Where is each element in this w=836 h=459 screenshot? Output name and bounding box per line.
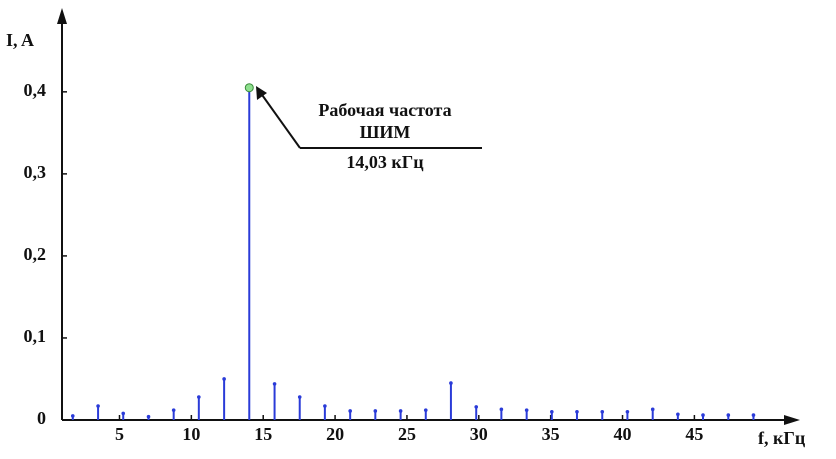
y-axis-arrow <box>57 8 67 24</box>
stem-marker <box>121 411 126 416</box>
y-axis-label: I, A <box>6 30 34 50</box>
stem-marker <box>449 381 453 385</box>
annotation-arrowhead <box>256 86 267 100</box>
x-tick-label: 40 <box>614 424 632 444</box>
stem-marker <box>146 414 151 419</box>
y-tick-label: 0,2 <box>24 244 47 264</box>
stem-marker <box>373 409 378 413</box>
x-tick-label: 15 <box>254 424 272 444</box>
y-tick-label: 0,3 <box>24 162 47 182</box>
stem-marker <box>398 409 403 413</box>
stem-marker <box>524 408 529 412</box>
stem-marker <box>348 409 352 413</box>
stem-marker <box>474 405 479 409</box>
stem-marker <box>550 409 554 414</box>
x-tick-label: 45 <box>685 424 703 444</box>
stem-marker <box>423 408 428 412</box>
x-tick-label: 20 <box>326 424 344 444</box>
x-tick-label: 35 <box>542 424 560 444</box>
y-tick-label: 0,4 <box>24 80 47 100</box>
x-tick-label: 30 <box>470 424 488 444</box>
stem-marker <box>600 409 605 414</box>
stem-marker <box>297 395 302 399</box>
x-tick-label: 5 <box>115 424 124 444</box>
stem-marker <box>701 413 705 417</box>
stem-marker <box>625 409 630 414</box>
stem-marker <box>726 413 731 417</box>
annotation-text: 14,03 кГц <box>346 152 424 172</box>
stem-marker <box>222 377 226 381</box>
stem-marker <box>575 409 579 414</box>
annotation-arrow <box>259 91 301 149</box>
stem-marker <box>323 404 327 408</box>
x-tick-label: 10 <box>182 424 200 444</box>
stem-marker <box>197 395 201 399</box>
stem-marker <box>676 412 680 417</box>
annotation-text: Рабочая частота <box>318 100 451 120</box>
stem-marker <box>96 404 100 408</box>
x-axis-arrow <box>784 415 800 425</box>
y-tick-label: 0,1 <box>24 326 47 346</box>
stem-marker <box>650 407 655 412</box>
stem-marker <box>751 413 756 417</box>
annotation-text: ШИМ <box>360 122 411 142</box>
stem-marker <box>272 382 277 386</box>
stem-marker <box>171 408 176 412</box>
stem-marker <box>70 414 75 418</box>
x-axis-label: f, кГц <box>758 428 806 448</box>
x-tick-label: 25 <box>398 424 416 444</box>
highlight-marker <box>244 83 254 93</box>
stem-marker <box>499 407 504 412</box>
y-tick-label: 0 <box>37 408 46 428</box>
